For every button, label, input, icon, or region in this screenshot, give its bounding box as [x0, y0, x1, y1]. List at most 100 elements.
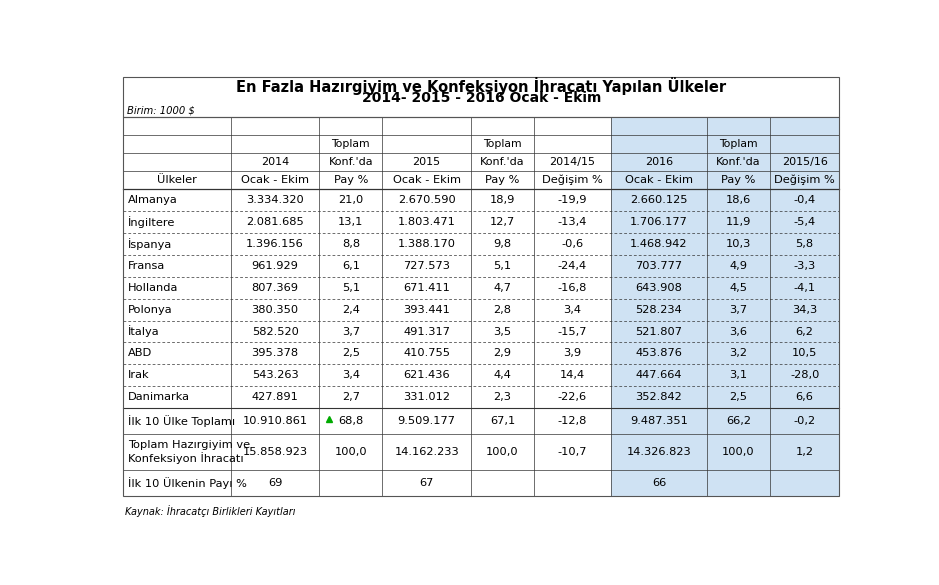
Text: Hollanda: Hollanda: [129, 283, 178, 292]
Text: Toplam Hazırgiyim ve
Konfeksiyon İhracatı: Toplam Hazırgiyim ve Konfeksiyon İhracat…: [129, 440, 251, 464]
Text: 66: 66: [652, 478, 666, 488]
Bar: [611, 171, 707, 189]
Text: 447.664: 447.664: [636, 370, 682, 380]
Text: Ocak - Ekim: Ocak - Ekim: [393, 175, 461, 185]
Text: -24,4: -24,4: [558, 261, 587, 271]
Text: 9,8: 9,8: [493, 239, 512, 249]
Text: -10,7: -10,7: [558, 447, 587, 457]
Text: 2,8: 2,8: [493, 305, 512, 315]
Bar: [707, 277, 770, 298]
Text: 2,4: 2,4: [342, 305, 360, 315]
Text: 3,5: 3,5: [493, 326, 512, 336]
Text: 11,9: 11,9: [726, 217, 751, 227]
Bar: [770, 255, 839, 277]
Text: 10,3: 10,3: [726, 239, 751, 249]
Text: Pay %: Pay %: [485, 175, 519, 185]
Text: Pay %: Pay %: [721, 175, 756, 185]
Text: -0,4: -0,4: [793, 195, 816, 205]
Bar: [770, 118, 839, 135]
Text: 807.369: 807.369: [252, 283, 299, 292]
Bar: [611, 277, 707, 298]
Bar: [707, 364, 770, 386]
Text: 3,4: 3,4: [563, 305, 581, 315]
Text: 3,2: 3,2: [730, 349, 747, 359]
Text: -3,3: -3,3: [793, 261, 816, 271]
Text: 2,5: 2,5: [342, 349, 360, 359]
Text: 3,1: 3,1: [730, 370, 747, 380]
Text: 8,8: 8,8: [342, 239, 360, 249]
Bar: [770, 364, 839, 386]
Text: 100,0: 100,0: [334, 447, 367, 457]
Bar: [611, 233, 707, 255]
Text: 352.842: 352.842: [636, 393, 683, 402]
Bar: [611, 153, 707, 171]
Text: 3,9: 3,9: [563, 349, 581, 359]
Text: -5,4: -5,4: [793, 217, 816, 227]
Text: 67,1: 67,1: [490, 416, 515, 426]
Text: 427.891: 427.891: [252, 393, 299, 402]
Bar: [770, 277, 839, 298]
Text: Almanya: Almanya: [129, 195, 178, 205]
Text: 1,2: 1,2: [795, 447, 814, 457]
Text: 2,5: 2,5: [730, 393, 747, 402]
Text: Konf.'da: Konf.'da: [480, 157, 525, 167]
Text: 2014- 2015 - 2016 Ocak - Ekim: 2014- 2015 - 2016 Ocak - Ekim: [362, 91, 601, 105]
Bar: [611, 135, 707, 153]
Text: 2.670.590: 2.670.590: [398, 195, 455, 205]
Text: 14.326.823: 14.326.823: [626, 447, 691, 457]
Bar: [707, 434, 770, 470]
Text: Değişim %: Değişim %: [775, 175, 835, 185]
Text: 3.334.320: 3.334.320: [246, 195, 304, 205]
Bar: [707, 386, 770, 408]
Bar: [707, 233, 770, 255]
Text: En Fazla Hazırgiyim ve Konfeksiyon İhracatı Yapılan Ülkeler: En Fazla Hazırgiyim ve Konfeksiyon İhrac…: [237, 77, 726, 95]
Bar: [770, 386, 839, 408]
Text: Toplam: Toplam: [719, 139, 758, 149]
Text: 4,5: 4,5: [730, 283, 747, 292]
Bar: [707, 321, 770, 342]
Text: -15,7: -15,7: [558, 326, 587, 336]
Text: 21,0: 21,0: [338, 195, 363, 205]
Text: 5,1: 5,1: [493, 261, 512, 271]
Text: 1.803.471: 1.803.471: [398, 217, 455, 227]
Text: Değişim %: Değişim %: [542, 175, 603, 185]
Text: 671.411: 671.411: [403, 283, 450, 292]
Bar: [611, 298, 707, 321]
Text: -12,8: -12,8: [558, 416, 587, 426]
Bar: [707, 211, 770, 233]
Text: 543.263: 543.263: [252, 370, 299, 380]
Text: Ülkeler: Ülkeler: [157, 175, 197, 185]
Text: 10,5: 10,5: [792, 349, 817, 359]
Text: 18,9: 18,9: [490, 195, 516, 205]
Bar: [770, 135, 839, 153]
Text: 410.755: 410.755: [403, 349, 450, 359]
Text: İlk 10 Ülkenin Payı %: İlk 10 Ülkenin Payı %: [129, 477, 247, 489]
Bar: [770, 171, 839, 189]
Text: -0,6: -0,6: [562, 239, 583, 249]
Text: Ocak - Ekim: Ocak - Ekim: [625, 175, 693, 185]
Bar: [770, 189, 839, 211]
Text: 582.520: 582.520: [252, 326, 299, 336]
Bar: [770, 408, 839, 434]
Bar: [123, 77, 839, 118]
Text: 331.012: 331.012: [403, 393, 450, 402]
Text: -13,4: -13,4: [558, 217, 587, 227]
Text: Fransa: Fransa: [129, 261, 165, 271]
Text: 643.908: 643.908: [636, 283, 683, 292]
Text: 2014: 2014: [261, 157, 289, 167]
Text: 3,7: 3,7: [730, 305, 747, 315]
Bar: [770, 211, 839, 233]
Text: Konf.'da: Konf.'da: [716, 157, 761, 167]
Text: 380.350: 380.350: [252, 305, 299, 315]
Bar: [611, 211, 707, 233]
Bar: [611, 364, 707, 386]
Text: 5,1: 5,1: [342, 283, 360, 292]
Bar: [611, 408, 707, 434]
Text: 4,9: 4,9: [730, 261, 747, 271]
Text: 3,6: 3,6: [730, 326, 747, 336]
Text: 703.777: 703.777: [636, 261, 683, 271]
Bar: [611, 321, 707, 342]
Bar: [770, 342, 839, 364]
Text: Toplam: Toplam: [483, 139, 522, 149]
Bar: [707, 135, 770, 153]
